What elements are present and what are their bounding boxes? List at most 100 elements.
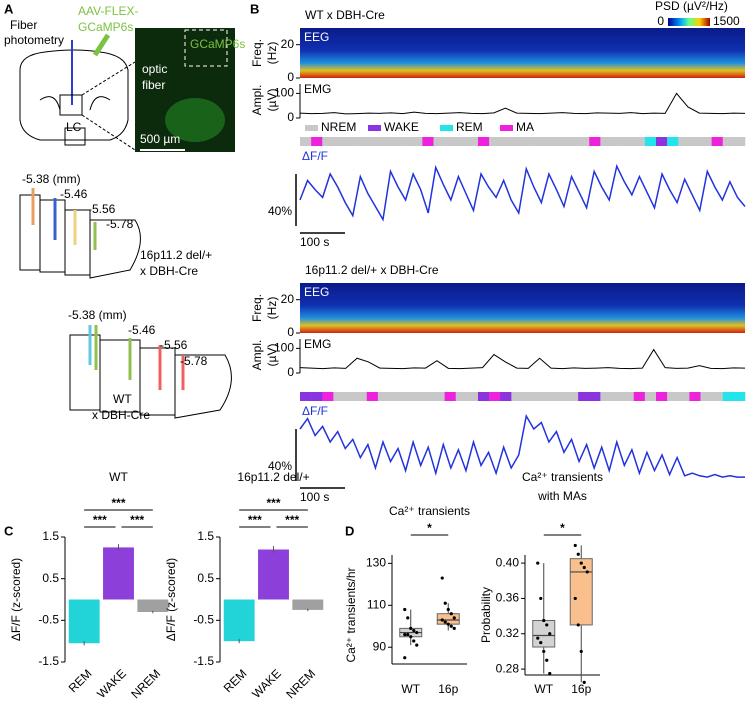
x-tick-label: REM bbox=[66, 666, 95, 695]
hypnogram-epoch bbox=[400, 392, 412, 401]
hypnogram-epoch bbox=[466, 137, 479, 146]
bar bbox=[292, 599, 324, 610]
hypnogram-epoch bbox=[667, 137, 679, 146]
axis-label: Freq. bbox=[250, 39, 264, 67]
y-tick-label: -1.5 bbox=[193, 654, 214, 668]
hypnogram-epoch bbox=[411, 392, 423, 401]
dff-label: ΔF/F bbox=[302, 404, 328, 418]
label: -5.38 (mm) bbox=[22, 172, 81, 186]
micrograph-signal bbox=[165, 98, 225, 142]
hypnogram-epoch bbox=[400, 137, 412, 146]
hypnogram-epoch bbox=[600, 137, 612, 146]
data-point bbox=[412, 628, 416, 633]
bar bbox=[258, 549, 289, 600]
axis-label: (µV) bbox=[265, 344, 279, 367]
x-tick-label: 16p bbox=[571, 682, 591, 696]
y-tick-label: 1.5 bbox=[42, 529, 59, 543]
data-point bbox=[443, 620, 447, 624]
hypnogram-epoch bbox=[522, 137, 534, 146]
hypnogram-epoch bbox=[455, 392, 468, 401]
hypnogram-epoch bbox=[455, 137, 468, 146]
legend-swatch bbox=[500, 125, 513, 131]
data-point bbox=[406, 633, 410, 637]
label: GCaMP6s bbox=[78, 20, 133, 34]
emg-label: EMG bbox=[304, 337, 331, 351]
brain-outline bbox=[19, 49, 129, 141]
y-axis-label: ΔF/F (z-scored) bbox=[9, 558, 23, 641]
hypnogram-epoch bbox=[678, 392, 690, 401]
data-point bbox=[446, 607, 450, 612]
data-point bbox=[440, 576, 444, 580]
label: -5.78 bbox=[106, 217, 134, 231]
hypnogram-epoch bbox=[333, 392, 345, 401]
label: x DBH-Cre bbox=[92, 408, 150, 422]
legend-swatch bbox=[368, 125, 381, 131]
data-point bbox=[576, 623, 580, 627]
hypnogram-epoch bbox=[322, 392, 334, 401]
axis-label: (Hz) bbox=[265, 297, 279, 320]
panel-label: C bbox=[4, 523, 14, 538]
data-point bbox=[545, 623, 549, 627]
dff-trace bbox=[299, 163, 746, 222]
hypnogram-epoch bbox=[366, 137, 379, 146]
scale-label: 40% bbox=[268, 204, 292, 218]
hypnogram-epoch bbox=[622, 137, 635, 146]
label: photometry bbox=[4, 33, 64, 47]
data-point bbox=[449, 624, 453, 628]
roi-box bbox=[59, 94, 83, 116]
chart-title: 16p11.2 del/+ bbox=[237, 470, 309, 484]
y-tick-label: 1.5 bbox=[197, 529, 214, 543]
hypnogram-epoch bbox=[722, 392, 735, 401]
hypnogram-epoch bbox=[300, 137, 312, 146]
data-point bbox=[409, 635, 413, 639]
eeg-label: EEG bbox=[304, 285, 329, 299]
hypnogram-epoch bbox=[667, 392, 679, 401]
colorbar-label: PSD (µV²/Hz) bbox=[655, 0, 728, 13]
data-point bbox=[536, 561, 540, 565]
hypnogram-epoch bbox=[355, 392, 368, 401]
hypnogram-epoch bbox=[733, 137, 746, 146]
data-point bbox=[443, 601, 447, 605]
spectrogram bbox=[300, 28, 745, 78]
hypnogram-epoch bbox=[344, 392, 356, 401]
hypnogram-epoch bbox=[611, 392, 623, 401]
axis-label: (µV) bbox=[265, 89, 279, 112]
x-tick-label: NREM bbox=[283, 666, 318, 701]
block-title: 16p11.2 del/+ x DBH-Cre bbox=[305, 263, 439, 277]
label: 500 µm bbox=[140, 132, 180, 146]
label: -5.38 (mm) bbox=[68, 308, 127, 322]
chart-title: WT bbox=[109, 470, 128, 484]
y-tick-label: 0.5 bbox=[197, 571, 214, 585]
axis-label: Ampl. bbox=[250, 340, 264, 371]
y-tick-label: 20 bbox=[281, 292, 295, 306]
hypnogram-epoch bbox=[722, 137, 735, 146]
hypnogram-epoch bbox=[567, 137, 579, 146]
y-tick-label: -0.5 bbox=[193, 613, 214, 627]
label: fiber bbox=[142, 78, 165, 92]
hypnogram-epoch bbox=[500, 392, 512, 401]
hypnogram-epoch bbox=[377, 137, 390, 146]
hypnogram-epoch bbox=[633, 137, 646, 146]
y-tick-label: 0 bbox=[287, 110, 294, 124]
data-point bbox=[579, 649, 583, 654]
hypnogram-epoch bbox=[656, 392, 668, 401]
y-tick-label: 0.28 bbox=[496, 661, 520, 675]
hypnogram-epoch bbox=[555, 137, 568, 146]
hypnogram-epoch bbox=[567, 392, 579, 401]
hypnogram-epoch bbox=[300, 392, 312, 401]
legend-label: WAKE bbox=[384, 120, 419, 134]
y-tick-label: 0 bbox=[287, 365, 294, 379]
block-title: WT x DBH-Cre bbox=[305, 8, 385, 22]
legend-label: NREM bbox=[321, 120, 356, 134]
y-tick-label: 110 bbox=[367, 597, 386, 611]
sig-label: *** bbox=[111, 496, 125, 510]
hypnogram-epoch bbox=[533, 137, 546, 146]
hypnogram-epoch bbox=[322, 137, 334, 146]
emg-trace bbox=[299, 92, 746, 115]
axis-label: Ampl. bbox=[250, 85, 264, 116]
label: -5.56 bbox=[88, 202, 116, 216]
chart-title: Ca²⁺ transients bbox=[389, 504, 470, 518]
hypnogram-epoch bbox=[589, 392, 601, 401]
label: optic bbox=[142, 62, 167, 76]
sig-label: *** bbox=[93, 513, 107, 527]
